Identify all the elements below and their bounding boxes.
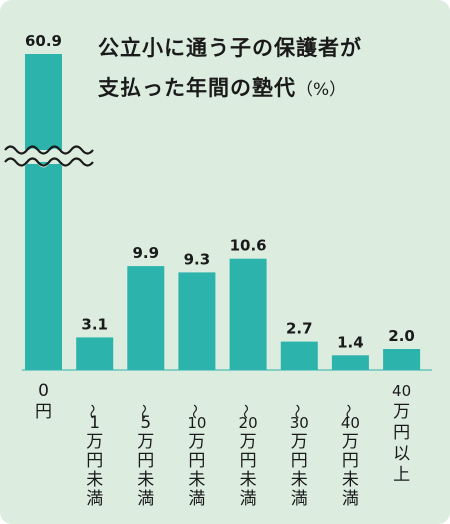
chart-unit: （%）: [296, 80, 347, 100]
data-label-5: 2.7: [286, 320, 313, 338]
bar-6: [331, 355, 369, 370]
data-label-1: 3.1: [81, 315, 108, 333]
bar-1: [76, 337, 114, 370]
tick-label-1: ～ 1 万円未満: [83, 404, 103, 509]
tick-label-7: 40 万円以上: [392, 382, 411, 485]
axis-break-line-top: [4, 145, 94, 155]
tick-label-5: ～ 30 万円未満: [288, 404, 309, 509]
data-label-3: 9.3: [184, 250, 211, 268]
tick-label-2: ～ 5 万円未満: [134, 404, 154, 509]
bar-3: [178, 272, 216, 370]
bar-7: [383, 349, 421, 370]
data-label-2: 9.9: [133, 244, 160, 262]
data-label-0: 60.9: [25, 32, 62, 50]
tick-label-4: ～ 20 万円未満: [237, 404, 258, 509]
chart-title-line-1: 公立小に通う子の保護者が: [98, 36, 362, 60]
tick-label-3: ～ 10 万円未満: [185, 404, 206, 509]
bar-5: [280, 341, 318, 370]
chart-title: 公立小に通う子の保護者が 支払った年間の塾代（%）: [98, 28, 438, 110]
bar-2: [127, 266, 165, 370]
chart-title-line-2: 支払った年間の塾代: [98, 76, 296, 100]
data-label-6: 1.4: [337, 333, 364, 351]
tick-label-6: ～ 40 万円未満: [339, 404, 360, 509]
bar-4: [229, 258, 267, 370]
data-label-7: 2.0: [388, 327, 415, 345]
bar-0: [25, 54, 62, 370]
axis-break-line-bottom: [4, 157, 94, 167]
data-label-4: 10.6: [230, 237, 267, 255]
